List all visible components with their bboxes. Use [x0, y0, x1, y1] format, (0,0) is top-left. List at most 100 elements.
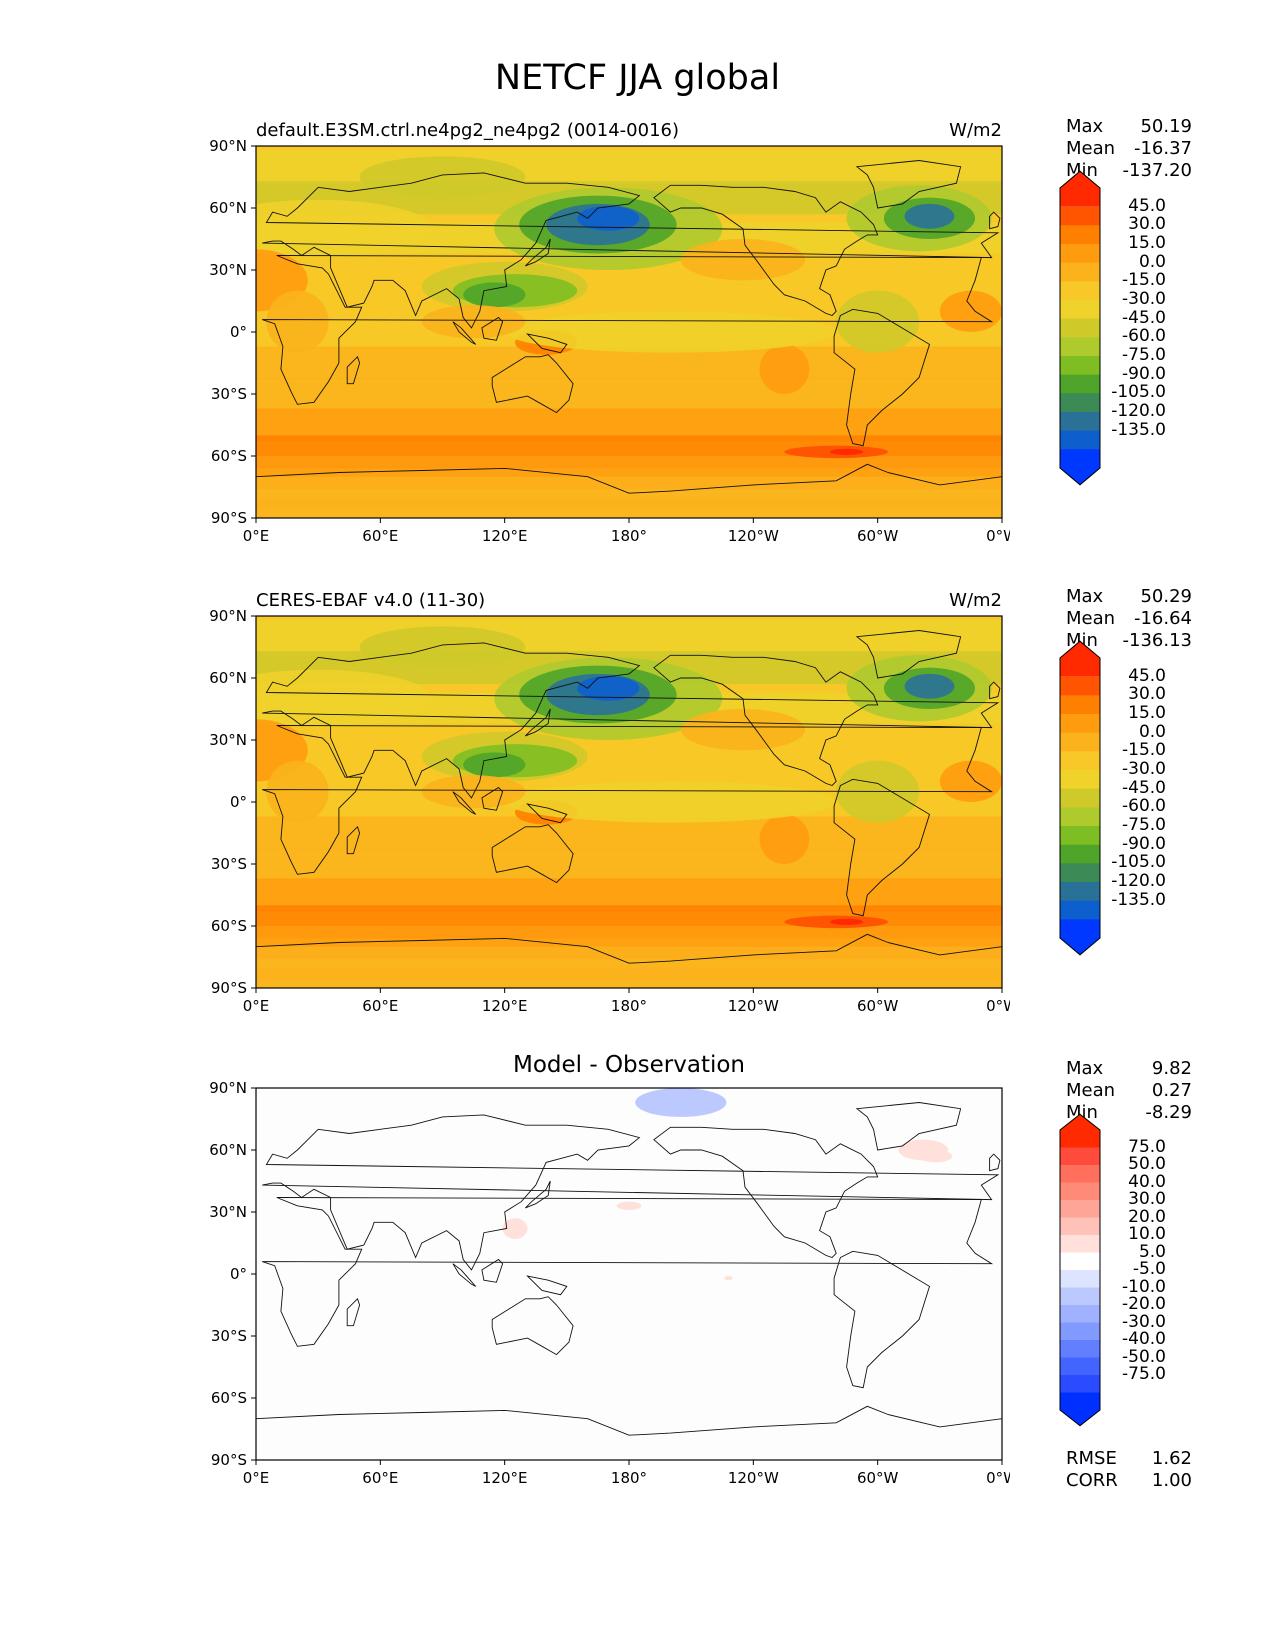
x-tick-label: 60°E — [362, 997, 398, 1015]
coastline-antarctica — [256, 1405, 1002, 1460]
colorbar-tick-label: -90.0 — [1122, 363, 1166, 384]
panel-left-title: CERES-EBAF v4.0 (11-30) — [256, 590, 486, 611]
stat-corr-label: CORR — [1066, 1470, 1118, 1491]
coastline-eurasia — [262, 642, 1000, 799]
x-tick-label: 60°W — [857, 997, 899, 1015]
colorbar-segment — [1060, 1340, 1100, 1358]
x-tick-label: 0°W — [986, 1469, 1010, 1487]
colorbar-tick-label: -10.0 — [1122, 1276, 1166, 1297]
stats-block: Max 50.19 Mean -16.37 Min -137.20 — [1066, 116, 1192, 182]
field-contour — [759, 344, 810, 394]
colorbar-tick-label: 15.0 — [1128, 233, 1166, 253]
coastline-australia — [491, 354, 574, 414]
field-contour — [421, 775, 526, 809]
coastline-borneo — [481, 316, 504, 341]
field-contour — [463, 282, 526, 308]
field-contour — [504, 781, 837, 823]
colorbar-tick-label: -20.0 — [1122, 1294, 1166, 1314]
colorbar-tick-label: 20.0 — [1128, 1206, 1166, 1227]
y-tick-label: 0° — [230, 1265, 247, 1283]
colorbar-segment — [1060, 770, 1100, 790]
colorbar-extend-min — [1060, 449, 1100, 485]
colorbar-extend-max — [1060, 641, 1100, 677]
map-field — [256, 146, 1002, 518]
stat-max-label: Max — [1066, 116, 1104, 137]
y-tick-label: 60°S — [211, 917, 247, 935]
figure-title: NETCF JJA global — [494, 58, 781, 98]
colorbar-tick-label: -30.0 — [1122, 1311, 1166, 1332]
colorbar-tick-label: 15.0 — [1128, 703, 1166, 723]
coastline-eurasia — [262, 1114, 1000, 1271]
coastline-newguinea — [526, 1275, 568, 1296]
coastline-sumatra — [452, 1263, 477, 1287]
colorbar-extend-max — [1060, 171, 1100, 207]
map-field — [256, 616, 1002, 988]
coastline-australia — [491, 1296, 574, 1356]
colorbar-tick-label: -60.0 — [1122, 326, 1166, 347]
colorbar-segment — [1060, 356, 1100, 376]
stat-mean-label: Mean — [1066, 1080, 1116, 1101]
colorbar-tick-label: -135.0 — [1111, 419, 1166, 440]
field-contour — [577, 675, 640, 701]
x-tick-label: 0°E — [243, 1469, 270, 1487]
field-anomaly — [616, 1201, 642, 1210]
y-tick-label: 30°S — [211, 1327, 247, 1345]
stat-max-value: 9.82 — [1151, 1058, 1192, 1079]
colorbar-tick-label: -45.0 — [1122, 777, 1166, 798]
colorbar-tick-label: -30.0 — [1122, 759, 1166, 779]
panel-model: default.E3SM.ctrl.ne4pg2_ne4pg2 (0014-00… — [0, 116, 1275, 560]
colorbar-segment — [1060, 318, 1100, 338]
coastline-uk — [989, 1153, 1001, 1172]
colorbar-segment — [1060, 863, 1100, 883]
coastline-madagascar — [346, 825, 361, 855]
colorbar-tick-label: 10.0 — [1128, 1224, 1166, 1244]
colorbar-outline — [1059, 170, 1101, 486]
y-tick-label: 90°S — [211, 979, 247, 997]
colorbar-segment — [1060, 1182, 1100, 1201]
colorbar-segment — [1060, 1165, 1100, 1183]
y-tick-label: 30°S — [211, 385, 247, 403]
colorbar-tick-label: -120.0 — [1111, 401, 1166, 421]
colorbar-segment — [1060, 1200, 1100, 1218]
stat-mean-label: Mean — [1066, 608, 1116, 629]
colorbar-segment — [1060, 807, 1100, 827]
y-tick-label: 90°N — [209, 1079, 247, 1097]
extra-stats-block: RMSE 1.62 CORR 1.00 — [1066, 1448, 1192, 1492]
panel-units: W/m2 — [949, 120, 1002, 141]
colorbar-segment — [1060, 1375, 1100, 1393]
colorbar — [1059, 640, 1101, 956]
colorbar-tick-label: 30.0 — [1128, 214, 1166, 235]
stat-max-label: Max — [1066, 586, 1104, 607]
y-tick-label: 30°N — [209, 731, 247, 749]
x-tick-label: 180° — [611, 527, 647, 545]
coastline-madagascar — [346, 1297, 361, 1327]
y-tick-label: 60°N — [209, 669, 247, 687]
colorbar — [1059, 1113, 1101, 1427]
colorbar-tick-label: 45.0 — [1128, 665, 1166, 686]
field-contour — [359, 156, 526, 198]
colorbar-segment — [1060, 225, 1100, 245]
stat-mean-value: 0.27 — [1151, 1080, 1192, 1101]
x-tick-label: 0°W — [986, 527, 1010, 545]
y-tick-label: 0° — [230, 323, 247, 341]
colorbar-segment — [1060, 882, 1100, 902]
colorbar-tick-label: -105.0 — [1111, 852, 1166, 873]
coastline-samerica — [833, 308, 931, 447]
map-field — [256, 1088, 1002, 1460]
colorbar-tick-label: -105.0 — [1111, 382, 1166, 403]
colorbar-segment — [1060, 732, 1100, 752]
stat-mean-value: -16.64 — [1133, 608, 1192, 629]
field-contour — [421, 305, 526, 339]
x-tick-label: 60°E — [362, 527, 398, 545]
y-tick-label: 90°N — [209, 607, 247, 625]
field-anomaly — [919, 1150, 953, 1163]
field-contour — [256, 669, 433, 728]
field-contour — [904, 203, 955, 229]
colorbar-tick-label: -45.0 — [1122, 307, 1166, 328]
colorbar-outline — [1059, 640, 1101, 956]
colorbar-extend-min — [1060, 1392, 1100, 1426]
coastline-australia — [491, 824, 574, 884]
panel-left-title: default.E3SM.ctrl.ne4pg2_ne4pg2 (0014-00… — [256, 120, 679, 141]
coastline-japan — [525, 708, 551, 737]
map-plot: 0°E 60°E 120°E 180° 120°W 60°W 0°W 90°N 60°N 30°N… — [209, 1079, 1010, 1487]
